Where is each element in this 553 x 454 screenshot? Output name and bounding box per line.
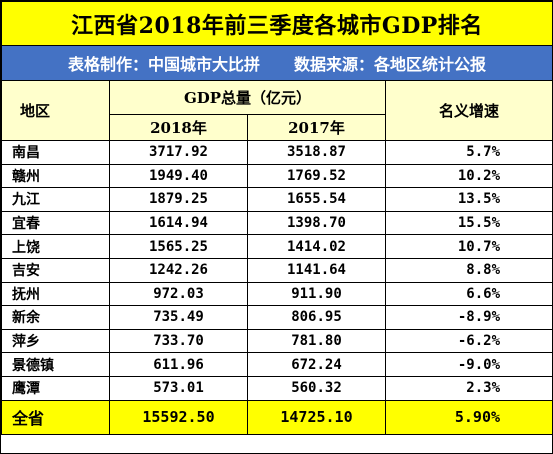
data-source: 数据来源：各地区统计公报 [294, 55, 487, 74]
growth-rate-cell: 10.2% [384, 163, 553, 189]
growth-rate-cell: -8.9% [384, 305, 553, 330]
region-name: 萍乡 [1, 328, 110, 354]
total-row: 全省 15592.50 14725.10 5.90% [1, 399, 553, 435]
table-row: 抚州 972.03 911.90 6.6% [1, 281, 553, 307]
region-name: 新余 [1, 305, 110, 330]
gdp-2018-cell: 15592.50 [109, 399, 248, 435]
gdp-2017-cell: 806.95 [247, 305, 386, 330]
table-title: 江西省2018年前三季度各城市GDP排名 [0, 1, 553, 46]
region-name: 南昌 [1, 140, 110, 165]
table-maker: 表格制作：中国城市大比拼 [67, 55, 260, 74]
region-name: 上饶 [1, 234, 110, 259]
header-growth: 名义增速 [384, 80, 553, 141]
region-name: 全省 [1, 399, 110, 435]
table-row: 宜春 1614.94 1398.70 15.5% [1, 210, 553, 236]
header-year-2018: 2018年 [109, 114, 248, 141]
growth-rate-cell: 5.90% [384, 399, 553, 435]
gdp-2018-cell: 1614.94 [109, 210, 248, 236]
header-year-2017: 2017年 [247, 114, 386, 141]
table-row: 鹰潭 573.01 560.32 2.3% [1, 375, 553, 401]
gdp-2018-cell: 1949.40 [109, 163, 248, 189]
gdp-2017-cell: 14725.10 [247, 399, 386, 435]
region-name: 抚州 [1, 281, 110, 307]
growth-rate-cell: -6.2% [384, 328, 553, 354]
gdp-2017-cell: 781.80 [247, 328, 386, 354]
gdp-2018-cell: 735.49 [109, 305, 248, 330]
growth-rate-cell: 6.6% [384, 281, 553, 307]
growth-rate-cell: 8.8% [384, 257, 553, 283]
gdp-2017-cell: 1398.70 [247, 210, 386, 236]
table-row: 吉安 1242.26 1141.64 8.8% [1, 257, 553, 283]
table-row: 景德镇 611.96 672.24 -9.0% [1, 352, 553, 377]
region-name: 赣州 [1, 163, 110, 189]
table-row: 上饶 1565.25 1414.02 10.7% [1, 234, 553, 259]
gdp-2018-cell: 1565.25 [109, 234, 248, 259]
table-row: 赣州 1949.40 1769.52 10.2% [1, 163, 553, 189]
gdp-2018-cell: 1242.26 [109, 257, 248, 283]
growth-rate-cell: 5.7% [384, 140, 553, 165]
gdp-2018-cell: 3717.92 [109, 140, 248, 165]
table-row: 九江 1879.25 1655.54 13.5% [1, 187, 553, 212]
gdp-2017-cell: 3518.87 [247, 140, 386, 165]
growth-rate-cell: 13.5% [384, 187, 553, 212]
header-gdp-total: GDP总量（亿元） [109, 80, 386, 115]
gdp-2017-cell: 1141.64 [247, 257, 386, 283]
gdp-2017-cell: 560.32 [247, 375, 386, 401]
gdp-ranking-table: 江西省2018年前三季度各城市GDP排名 表格制作：中国城市大比拼 数据来源：各地… [0, 1, 553, 435]
table-row: 萍乡 733.70 781.80 -6.2% [1, 328, 553, 354]
header-region: 地区 [1, 80, 110, 141]
region-name: 九江 [1, 187, 110, 212]
region-name: 鹰潭 [1, 375, 110, 401]
growth-rate-cell: -9.0% [384, 352, 553, 377]
table-row: 新余 735.49 806.95 -8.9% [1, 305, 553, 330]
gdp-2017-cell: 911.90 [247, 281, 386, 307]
growth-rate-cell: 15.5% [384, 210, 553, 236]
growth-rate-cell: 2.3% [384, 375, 553, 401]
table-subtitle: 表格制作：中国城市大比拼 数据来源：各地区统计公报 [0, 45, 553, 81]
gdp-2018-cell: 972.03 [109, 281, 248, 307]
gdp-2017-cell: 1414.02 [247, 234, 386, 259]
gdp-2017-cell: 672.24 [247, 352, 386, 377]
region-name: 吉安 [1, 257, 110, 283]
gdp-2018-cell: 1879.25 [109, 187, 248, 212]
region-name: 宜春 [1, 210, 110, 236]
gdp-2017-cell: 1655.54 [247, 187, 386, 212]
region-name: 景德镇 [1, 352, 110, 377]
gdp-2018-cell: 573.01 [109, 375, 248, 401]
gdp-2018-cell: 611.96 [109, 352, 248, 377]
gdp-2017-cell: 1769.52 [247, 163, 386, 189]
gdp-2018-cell: 733.70 [109, 328, 248, 354]
growth-rate-cell: 10.7% [384, 234, 553, 259]
table-row: 南昌 3717.92 3518.87 5.7% [1, 140, 553, 165]
